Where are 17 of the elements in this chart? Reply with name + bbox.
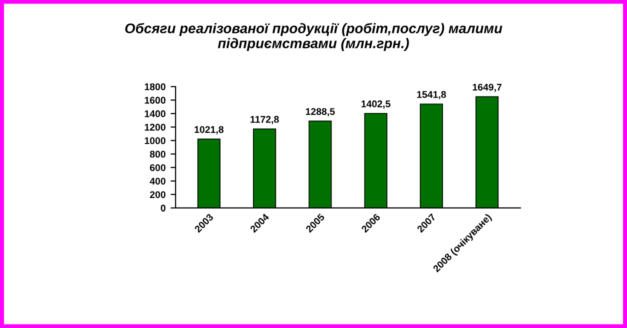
y-tick-label: 1000 (144, 137, 166, 144)
data-label: 1649,7 (472, 84, 502, 92)
y-tick-label: 200 (150, 191, 166, 198)
data-label: 1172,8 (250, 116, 279, 124)
y-tick-label: 0 (160, 204, 166, 212)
data-label: 1402,5 (362, 100, 390, 109)
data-label: 1288,5 (306, 108, 335, 116)
chart-title: Обсяги реалізованої продукції (робіт,послуг) малими підприємствами (млн.грн.) (125, 22, 502, 51)
y-tick-label: 400 (150, 178, 166, 185)
y-tick-label: 600 (150, 164, 166, 172)
data-label: 1021,8 (194, 126, 224, 134)
y-tick-label: 1400 (144, 110, 166, 118)
y-tick-label: 1800 (144, 83, 166, 90)
y-tick-label: 800 (150, 150, 166, 158)
y-tick-label: 1200 (144, 124, 166, 131)
y-tick-label: 1600 (144, 96, 166, 104)
data-label: 1541,8 (417, 91, 446, 100)
